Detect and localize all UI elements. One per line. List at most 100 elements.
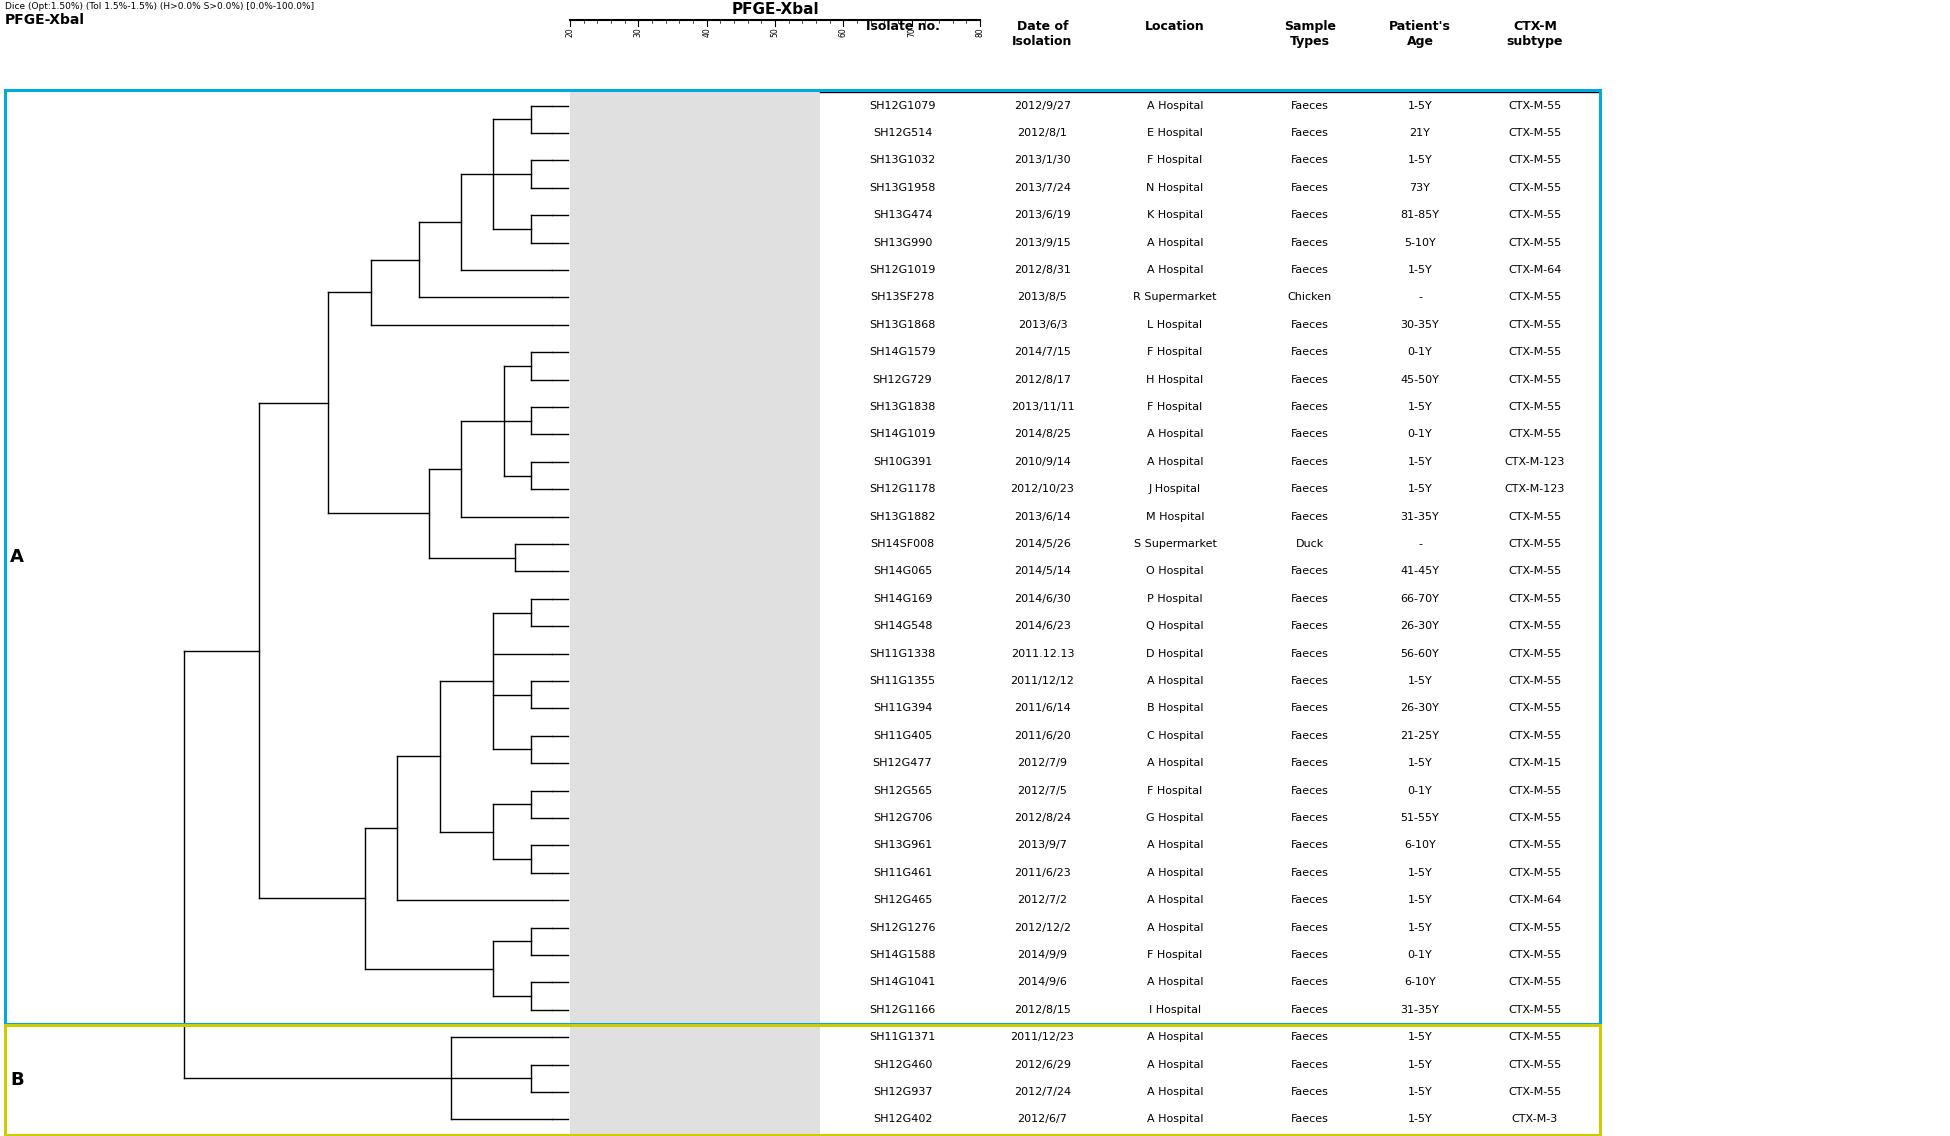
Text: SH12G729: SH12G729 bbox=[874, 375, 932, 385]
Text: A Hospital: A Hospital bbox=[1147, 237, 1203, 248]
Text: F Hospital: F Hospital bbox=[1147, 402, 1203, 412]
Text: Faeces: Faeces bbox=[1291, 348, 1330, 357]
Text: SH14G1588: SH14G1588 bbox=[870, 950, 936, 960]
Text: CTX-M-55: CTX-M-55 bbox=[1509, 977, 1562, 987]
Text: CTX-M-64: CTX-M-64 bbox=[1507, 895, 1562, 905]
Text: SH12G565: SH12G565 bbox=[874, 786, 932, 795]
Text: P Hospital: P Hospital bbox=[1147, 594, 1203, 604]
Text: 2013/6/14: 2013/6/14 bbox=[1014, 511, 1071, 521]
Text: 1-5Y: 1-5Y bbox=[1408, 758, 1433, 768]
Text: 1-5Y: 1-5Y bbox=[1408, 265, 1433, 275]
Text: SH13G961: SH13G961 bbox=[874, 841, 932, 851]
Text: SH12G402: SH12G402 bbox=[874, 1114, 932, 1125]
Text: SH12G465: SH12G465 bbox=[874, 895, 932, 905]
Text: A Hospital: A Hospital bbox=[1147, 1033, 1203, 1042]
Text: Faeces: Faeces bbox=[1291, 1060, 1330, 1069]
Text: SH12G706: SH12G706 bbox=[874, 813, 932, 822]
Text: SH12G460: SH12G460 bbox=[874, 1060, 932, 1069]
Text: G Hospital: G Hospital bbox=[1147, 813, 1203, 822]
Text: 40: 40 bbox=[702, 27, 712, 36]
Text: Faeces: Faeces bbox=[1291, 594, 1330, 604]
Text: CTX-M-55: CTX-M-55 bbox=[1509, 922, 1562, 933]
Text: SH13G1958: SH13G1958 bbox=[870, 183, 936, 193]
Text: Faeces: Faeces bbox=[1291, 1004, 1330, 1014]
Text: Faeces: Faeces bbox=[1291, 977, 1330, 987]
Text: CTX-M-55: CTX-M-55 bbox=[1509, 429, 1562, 440]
Text: 73Y: 73Y bbox=[1410, 183, 1431, 193]
Text: A Hospital: A Hospital bbox=[1147, 265, 1203, 275]
Text: 2010/9/14: 2010/9/14 bbox=[1014, 457, 1071, 467]
Text: 6-10Y: 6-10Y bbox=[1404, 977, 1435, 987]
Text: CTX-M-55: CTX-M-55 bbox=[1509, 210, 1562, 220]
Text: PFGE-Xbal: PFGE-Xbal bbox=[6, 12, 86, 27]
Text: SH10G391: SH10G391 bbox=[874, 457, 932, 467]
Text: CTX-M-55: CTX-M-55 bbox=[1509, 320, 1562, 329]
Text: CTX-M-55: CTX-M-55 bbox=[1509, 348, 1562, 357]
Text: CTX-M-55: CTX-M-55 bbox=[1509, 730, 1562, 741]
Text: 0-1Y: 0-1Y bbox=[1408, 348, 1433, 357]
Text: CTX-M-55: CTX-M-55 bbox=[1509, 1087, 1562, 1097]
Text: 30-35Y: 30-35Y bbox=[1400, 320, 1439, 329]
Bar bbox=[6, 90, 1601, 1025]
Text: CTX-M-55: CTX-M-55 bbox=[1509, 676, 1562, 686]
Text: Faeces: Faeces bbox=[1291, 429, 1330, 440]
Text: CTX-M-55: CTX-M-55 bbox=[1509, 594, 1562, 604]
Text: SH14G1579: SH14G1579 bbox=[870, 348, 936, 357]
Text: CTX-M-55: CTX-M-55 bbox=[1509, 375, 1562, 385]
Text: 2013/9/7: 2013/9/7 bbox=[1018, 841, 1067, 851]
Text: 81-85Y: 81-85Y bbox=[1400, 210, 1439, 220]
Text: CTX-M-55: CTX-M-55 bbox=[1509, 567, 1562, 576]
Text: Faeces: Faeces bbox=[1291, 511, 1330, 521]
Text: CTX-M-55: CTX-M-55 bbox=[1509, 786, 1562, 795]
Text: Faeces: Faeces bbox=[1291, 813, 1330, 822]
Text: SH14G169: SH14G169 bbox=[874, 594, 932, 604]
Text: SH14SF008: SH14SF008 bbox=[870, 538, 934, 549]
Text: Faeces: Faeces bbox=[1291, 457, 1330, 467]
Text: CTX-M
subtype: CTX-M subtype bbox=[1507, 20, 1564, 48]
Text: SH12G514: SH12G514 bbox=[874, 128, 932, 139]
Text: 2013/9/15: 2013/9/15 bbox=[1014, 237, 1071, 248]
Text: Faeces: Faeces bbox=[1291, 950, 1330, 960]
Text: 2014/6/23: 2014/6/23 bbox=[1014, 621, 1071, 632]
Text: 1-5Y: 1-5Y bbox=[1408, 156, 1433, 166]
Text: 2011/12/12: 2011/12/12 bbox=[1010, 676, 1074, 686]
Text: Faeces: Faeces bbox=[1291, 567, 1330, 576]
Text: Isolate no.: Isolate no. bbox=[866, 20, 940, 33]
Text: 2012/6/29: 2012/6/29 bbox=[1014, 1060, 1071, 1069]
Text: 2011/6/20: 2011/6/20 bbox=[1014, 730, 1071, 741]
Text: 1-5Y: 1-5Y bbox=[1408, 457, 1433, 467]
Text: Faeces: Faeces bbox=[1291, 1114, 1330, 1125]
Text: N Hospital: N Hospital bbox=[1147, 183, 1203, 193]
Text: 2013/7/24: 2013/7/24 bbox=[1014, 183, 1071, 193]
Text: SH14G548: SH14G548 bbox=[874, 621, 932, 632]
Text: 2012/8/24: 2012/8/24 bbox=[1014, 813, 1071, 822]
Text: A Hospital: A Hospital bbox=[1147, 101, 1203, 110]
Text: B: B bbox=[10, 1071, 23, 1089]
Text: 60: 60 bbox=[838, 27, 848, 36]
Text: CTX-M-55: CTX-M-55 bbox=[1509, 649, 1562, 659]
Text: 2012/12/2: 2012/12/2 bbox=[1014, 922, 1071, 933]
Text: SH12G937: SH12G937 bbox=[874, 1087, 932, 1097]
Text: 5-10Y: 5-10Y bbox=[1404, 237, 1435, 248]
Bar bbox=[569, 90, 821, 1135]
Text: SH13G990: SH13G990 bbox=[874, 237, 932, 248]
Text: Faeces: Faeces bbox=[1291, 101, 1330, 110]
Text: 26-30Y: 26-30Y bbox=[1400, 703, 1439, 713]
Text: 2013/11/11: 2013/11/11 bbox=[1010, 402, 1074, 412]
Text: A Hospital: A Hospital bbox=[1147, 1087, 1203, 1097]
Text: CTX-M-55: CTX-M-55 bbox=[1509, 101, 1562, 110]
Text: 30: 30 bbox=[634, 27, 644, 36]
Text: SH13G1032: SH13G1032 bbox=[870, 156, 936, 166]
Text: Faeces: Faeces bbox=[1291, 484, 1330, 494]
Text: SH12G1178: SH12G1178 bbox=[870, 484, 936, 494]
Text: 2013/6/19: 2013/6/19 bbox=[1014, 210, 1071, 220]
Text: CTX-M-55: CTX-M-55 bbox=[1509, 1033, 1562, 1042]
Text: 2014/9/9: 2014/9/9 bbox=[1018, 950, 1067, 960]
Text: 45-50Y: 45-50Y bbox=[1400, 375, 1439, 385]
Text: Dice (Opt:1.50%) (Tol 1.5%-1.5%) (H>0.0% S>0.0%) [0.0%-100.0%]: Dice (Opt:1.50%) (Tol 1.5%-1.5%) (H>0.0%… bbox=[6, 2, 314, 11]
Text: SH14G1019: SH14G1019 bbox=[870, 429, 936, 440]
Text: 51-55Y: 51-55Y bbox=[1400, 813, 1439, 822]
Text: Faeces: Faeces bbox=[1291, 922, 1330, 933]
Text: CTX-M-55: CTX-M-55 bbox=[1509, 183, 1562, 193]
Text: 2011/12/23: 2011/12/23 bbox=[1010, 1033, 1074, 1042]
